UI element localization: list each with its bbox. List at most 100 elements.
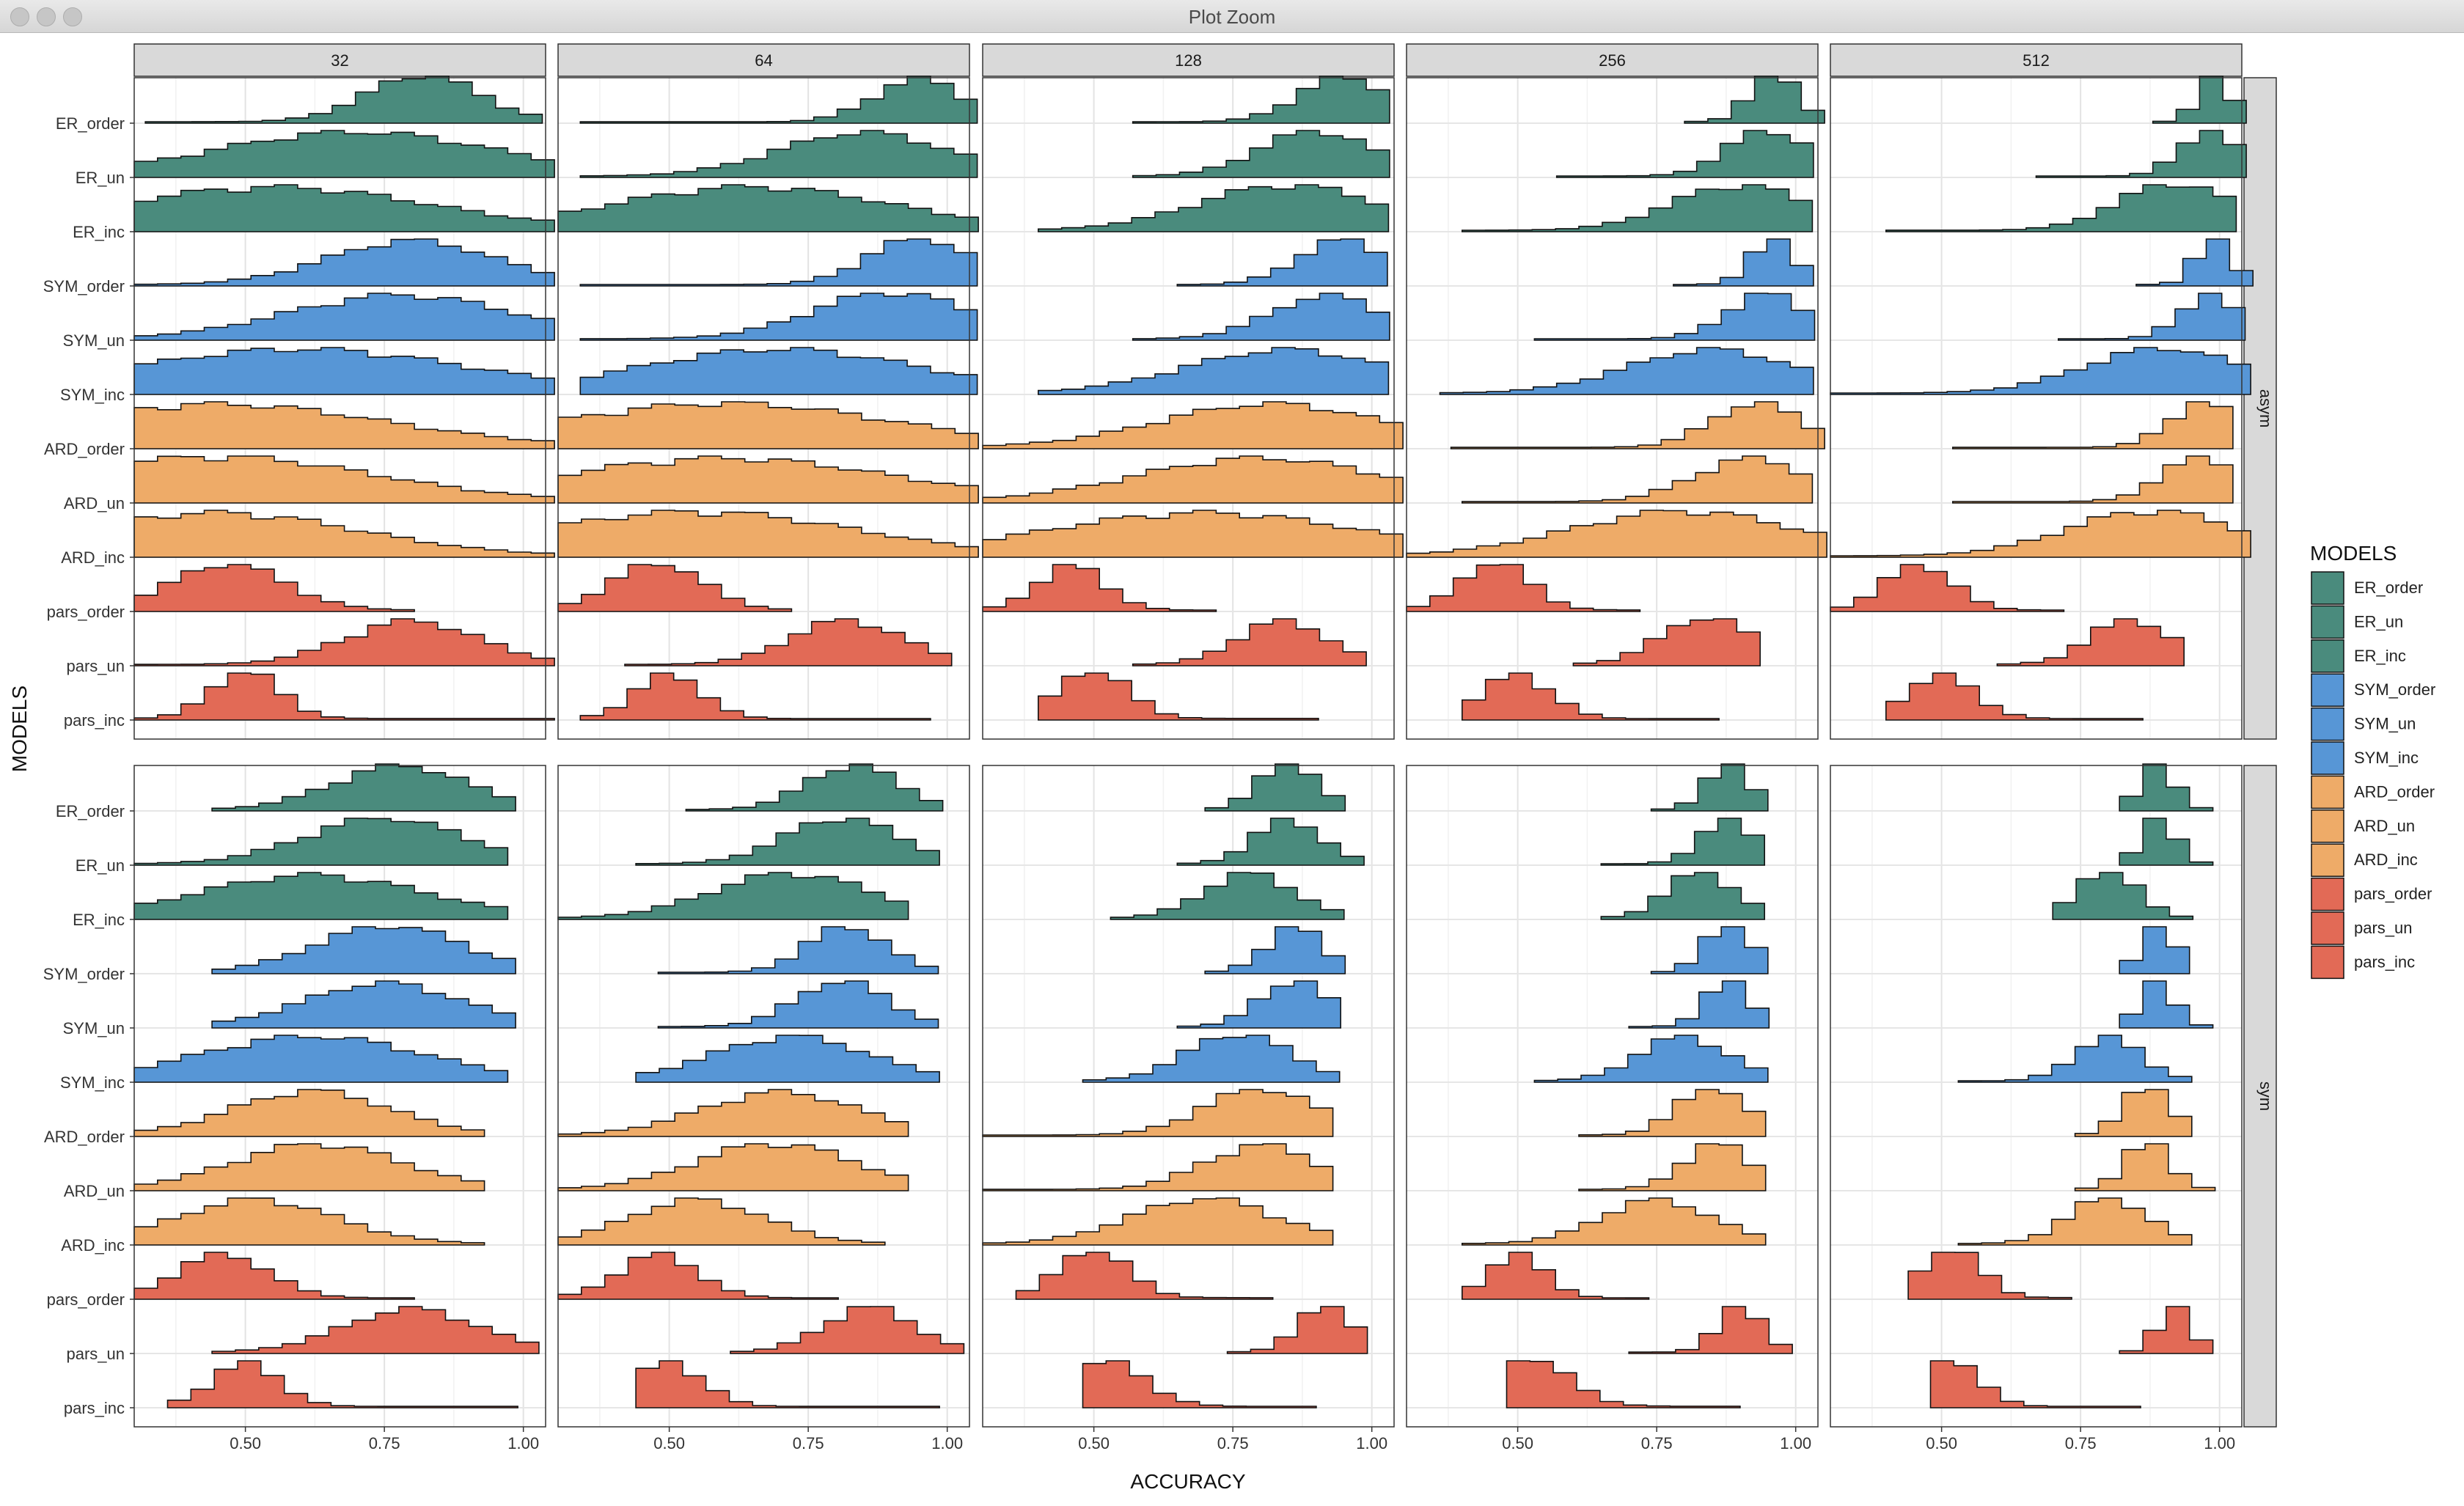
panel-border <box>1406 77 1819 740</box>
legend-label-pars_order: pars_order <box>2354 885 2432 903</box>
ridge-sym-128-SYM_un <box>1176 980 1341 1029</box>
y-tick-label-SYM_order: SYM_order <box>43 277 125 295</box>
ridge-asym-256-ARD_order <box>1450 401 1825 449</box>
y-tick-label-ARD_un: ARD_un <box>64 1182 125 1200</box>
ridge-asym-64-ARD_inc <box>557 510 979 558</box>
ridge-sym-32-ARD_order <box>133 1089 485 1137</box>
ridge-sym-64-pars_order <box>557 1252 839 1300</box>
ridge-asym-32-SYM_order <box>133 238 555 287</box>
row-strip-label-asym: asym <box>2256 389 2275 428</box>
facet-strip-512 <box>1830 43 2243 77</box>
y-tick-label-SYM_inc: SYM_inc <box>60 1073 125 1092</box>
y-tick-label-pars_un: pars_un <box>66 1345 125 1363</box>
close-window-icon[interactable] <box>10 7 29 26</box>
ridge-asym-512-SYM_un <box>2058 293 2246 341</box>
facet-strip-label-128: 128 <box>1175 51 1202 70</box>
x-tick-label: 0.50 <box>230 1434 261 1452</box>
facet-strip-label-256: 256 <box>1599 51 1626 70</box>
legend-key-SYM_inc <box>2311 741 2344 775</box>
ridge-sym-128-pars_order <box>1015 1252 1274 1300</box>
ridge-asym-64-ER_un <box>579 130 978 178</box>
ridge-asym-512-ER_inc <box>1885 184 2237 232</box>
ridge-sym-64-SYM_order <box>657 926 939 974</box>
ridge-sym-128-ER_inc <box>1110 872 1345 920</box>
legend-key-SYM_un <box>2311 707 2344 741</box>
ridge-asym-512-pars_order <box>1830 564 2065 612</box>
panel-sym-256 <box>1407 765 1818 1427</box>
y-tick-label-pars_order: pars_order <box>47 1290 125 1309</box>
ridge-sym-128-SYM_order <box>1204 926 1346 974</box>
y-tick-label-ER_inc: ER_inc <box>73 223 125 241</box>
ridge-asym-32-ER_order <box>144 76 543 124</box>
ridge-asym-256-ARD_un <box>1462 455 1814 504</box>
row-strip-asym <box>2243 77 2277 740</box>
ridge-sym-32-SYM_inc <box>133 1035 509 1083</box>
ridge-sym-128-ER_un <box>1176 818 1365 866</box>
x-tick-label: 1.00 <box>931 1434 963 1452</box>
ridge-sym-64-ER_un <box>635 818 940 866</box>
ridge-sym-256-pars_order <box>1462 1252 1650 1300</box>
ridge-asym-64-SYM_order <box>579 238 978 287</box>
ridge-asym-128-ER_un <box>1132 130 1390 178</box>
legend-key-pars_order <box>2311 877 2344 911</box>
panel-border <box>1406 765 1819 1428</box>
ridge-asym-512-ER_un <box>2035 130 2247 178</box>
x-tick-label: 0.75 <box>369 1434 400 1452</box>
ridge-asym-64-ER_order <box>579 76 978 124</box>
ridge-asym-32-ER_inc <box>133 184 555 232</box>
ridge-asym-32-SYM_un <box>133 293 555 341</box>
ridge-sym-256-ARD_order <box>1578 1089 1767 1137</box>
ridge-sym-256-ARD_inc <box>1462 1197 1767 1246</box>
ridge-asym-32-ARD_order <box>133 401 555 449</box>
facet-strip-256 <box>1406 43 1819 77</box>
legend-key-ARD_inc <box>2311 843 2344 877</box>
ridge-asym-32-ARD_un <box>133 455 555 504</box>
ridge-sym-256-SYM_order <box>1650 926 1769 974</box>
ridge-sym-256-pars_inc <box>1506 1360 1741 1408</box>
legend-label-ER_inc: ER_inc <box>2354 647 2406 665</box>
ridge-sym-32-ARD_un <box>133 1143 485 1191</box>
ridge-asym-256-SYM_order <box>1673 238 1814 287</box>
y-tick-label-ARD_order: ARD_order <box>44 1128 125 1146</box>
ridge-sym-128-ARD_un <box>982 1143 1334 1191</box>
ridge-sym-512-ARD_un <box>2074 1143 2216 1191</box>
panel-border <box>557 765 970 1428</box>
y-tick-label-ER_un: ER_un <box>76 169 125 187</box>
ridge-asym-128-SYM_order <box>1176 238 1388 287</box>
ridge-asym-512-ARD_inc <box>1830 510 2251 558</box>
ridge-sym-256-ER_un <box>1600 818 1765 866</box>
x-tick-label: 0.50 <box>653 1434 685 1452</box>
ridge-asym-32-SYM_inc <box>133 347 555 395</box>
legend-label-pars_un: pars_un <box>2354 919 2413 937</box>
ridge-asym-64-SYM_un <box>579 293 978 341</box>
title-bar: Plot Zoom <box>0 0 2464 33</box>
ridge-sym-32-ARD_inc <box>133 1197 485 1246</box>
ridge-asym-256-pars_un <box>1572 618 1761 666</box>
ridge-sym-32-ER_un <box>133 818 509 866</box>
ridge-asym-64-ARD_order <box>557 401 979 449</box>
panel-border <box>133 765 546 1428</box>
legend-key-ER_order <box>2311 571 2344 605</box>
y-tick-label-ER_inc: ER_inc <box>73 911 125 929</box>
ridge-sym-256-SYM_inc <box>1533 1035 1769 1083</box>
ridge-sym-64-ARD_order <box>557 1089 909 1137</box>
ridge-sym-512-pars_order <box>1907 1252 2072 1300</box>
minimize-window-icon[interactable] <box>37 7 56 26</box>
zoom-window-icon[interactable] <box>63 7 82 26</box>
y-tick-label-pars_inc: pars_inc <box>64 1399 125 1417</box>
x-tick-label: 0.75 <box>2065 1434 2097 1452</box>
ridge-asym-32-ARD_inc <box>133 510 555 558</box>
y-axis-title: MODELS <box>8 686 31 772</box>
ridge-asym-128-ER_order <box>1132 76 1390 124</box>
y-tick-label-SYM_inc: SYM_inc <box>60 386 125 404</box>
x-tick-label: 1.00 <box>1780 1434 1811 1452</box>
ridge-asym-128-ARD_inc <box>982 510 1404 558</box>
y-tick-label-ER_order: ER_order <box>56 114 125 133</box>
facet-strip-64 <box>557 43 970 77</box>
ridge-sym-512-pars_inc <box>1929 1360 2141 1408</box>
ridge-sym-32-pars_inc <box>166 1360 518 1408</box>
x-tick-label: 1.00 <box>2204 1434 2235 1452</box>
legend-label-ARD_inc: ARD_inc <box>2354 851 2418 869</box>
ridge-asym-256-pars_order <box>1406 564 1641 612</box>
y-tick-label-ARD_inc: ARD_inc <box>61 548 125 567</box>
